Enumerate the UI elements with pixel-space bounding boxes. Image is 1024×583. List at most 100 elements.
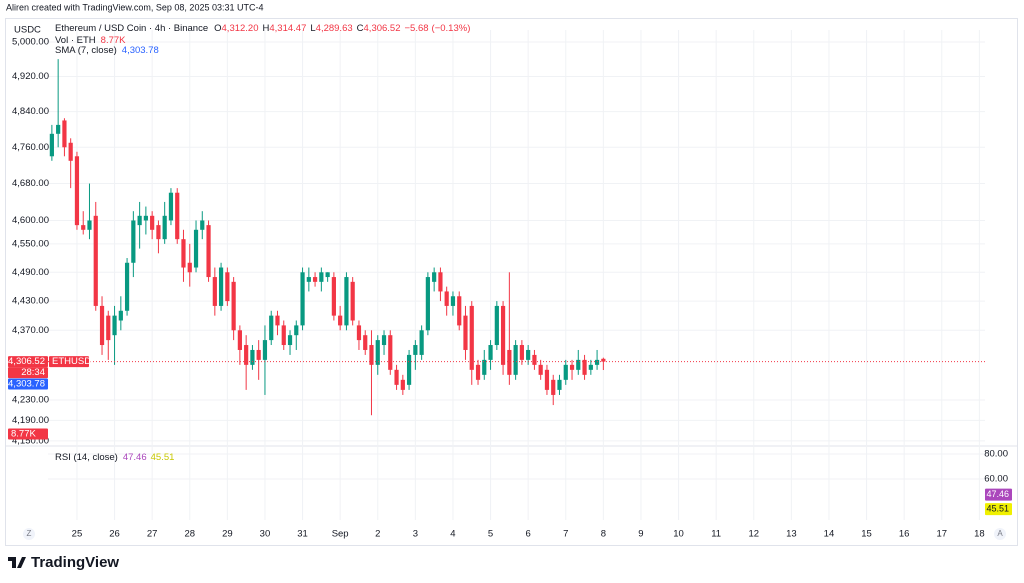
candle-body: [294, 325, 299, 336]
y-tick-label: 4,600.00: [12, 215, 49, 226]
candle-body: [62, 120, 67, 148]
countdown-label-bg: [8, 367, 48, 379]
symbol-label: ETHUSDC: [52, 356, 98, 367]
candle-body: [300, 272, 305, 326]
candle-body: [381, 335, 387, 346]
button-bg[interactable]: [994, 528, 1006, 540]
candle-body: [425, 277, 430, 331]
candle-body: [306, 277, 311, 282]
volume-scale-label-bg: [8, 428, 48, 440]
candle-body: [200, 220, 205, 230]
candle-body: [388, 335, 393, 370]
candle-body: [400, 379, 405, 390]
candle-body: [250, 349, 255, 365]
legend-text: 4,289.63: [316, 23, 353, 34]
candle-body: [99, 305, 105, 346]
candle-body: [582, 359, 587, 375]
x-tick-label: 27: [147, 529, 158, 540]
button-label[interactable]: A: [997, 529, 1003, 538]
candle-body: [494, 305, 499, 346]
brand: TradingView: [31, 554, 119, 571]
last-price-label-bg: [8, 356, 48, 368]
timezone-button[interactable]: Z: [23, 528, 35, 540]
candle-body: [507, 349, 512, 375]
candle-body: [237, 330, 242, 350]
legend-text: Vol · ETH: [55, 35, 96, 46]
x-tick-label: 14: [824, 529, 835, 540]
candle-body: [526, 349, 531, 360]
rsi-value-badge: [985, 503, 1012, 516]
x-tick-label: 29: [222, 529, 233, 540]
sma-price-label: 4,303.78: [8, 378, 45, 389]
legend-line: SMA (7, close) 4,303.78: [55, 45, 159, 56]
y-tick-label: 4,230.00: [12, 395, 49, 406]
rsi-value-label: 47.46: [986, 489, 1009, 499]
candle-body: [413, 345, 418, 355]
candle-body: [81, 225, 86, 230]
candle-body: [156, 225, 161, 240]
legend-text: H: [263, 23, 270, 34]
x-tick-label: 13: [786, 529, 797, 540]
x-tick-label: 8: [601, 529, 606, 540]
candle-body: [488, 345, 493, 360]
y-tick-label: 5,000.00: [12, 36, 49, 47]
button-bg[interactable]: [23, 528, 35, 540]
candle-body: [500, 305, 506, 365]
candle-body: [475, 364, 481, 380]
legend-text: −5.68: [405, 23, 429, 34]
rsi-tick-label: 80.00: [984, 449, 1008, 460]
candle-body: [143, 215, 148, 221]
candle-body: [344, 277, 349, 326]
x-tick-label: 7: [563, 529, 568, 540]
candle-body: [319, 272, 324, 282]
candle-body: [394, 369, 399, 385]
candle-body: [356, 325, 362, 341]
y-tick-label: 4,550.00: [12, 238, 49, 249]
currency-label: USDC: [14, 25, 41, 36]
symbol-label-bg: [49, 356, 89, 368]
countdown-label: 28:34: [21, 367, 45, 378]
legend-line: RSI (14, close) 47.46 45.51: [55, 452, 174, 463]
sma-price-label-bg: [8, 378, 48, 390]
candle-body: [287, 335, 293, 346]
candle-body: [551, 379, 556, 395]
candle-body: [363, 335, 368, 350]
button-label[interactable]: Z: [27, 529, 32, 538]
legend-text: 4,303.78: [122, 45, 159, 56]
candle-body: [569, 364, 575, 370]
candle-body: [369, 345, 374, 365]
rsi-value-label: 45.51: [986, 503, 1009, 513]
candle-body: [175, 192, 180, 240]
x-tick-label: 16: [899, 529, 910, 540]
candle-body: [444, 291, 449, 306]
x-tick-label: 3: [413, 529, 418, 540]
candle-body: [193, 229, 199, 268]
candle-body: [325, 272, 330, 278]
y-tick-label: 4,190.00: [12, 415, 49, 426]
auto-scale-button[interactable]: A: [994, 528, 1006, 540]
candle-body: [124, 262, 130, 311]
y-tick-label: 4,840.00: [12, 106, 49, 117]
candle-body: [206, 225, 211, 278]
rsi-value-badge: [985, 488, 1012, 501]
legend-text: 8.77K: [101, 35, 126, 46]
y-tick-label: 4,680.00: [12, 178, 49, 189]
legend-text: 45.51: [151, 452, 175, 463]
y-tick-label: 4,370.00: [12, 325, 49, 336]
y-tick-label: 4,490.00: [12, 267, 49, 278]
candle-body: [519, 345, 524, 360]
x-tick-label: 17: [936, 529, 947, 540]
last-price-label: 4,306.52: [8, 356, 45, 367]
candle-body: [432, 272, 437, 282]
candle-body: [49, 133, 54, 157]
candle-body: [557, 379, 562, 390]
candle-body: [375, 340, 380, 365]
candle-body: [275, 315, 280, 326]
candle-body: [118, 310, 123, 321]
candle-body: [594, 359, 600, 365]
candle-body: [137, 215, 142, 226]
y-tick-label: 4,920.00: [12, 71, 49, 82]
legend-text: 4,306.52: [364, 23, 401, 34]
